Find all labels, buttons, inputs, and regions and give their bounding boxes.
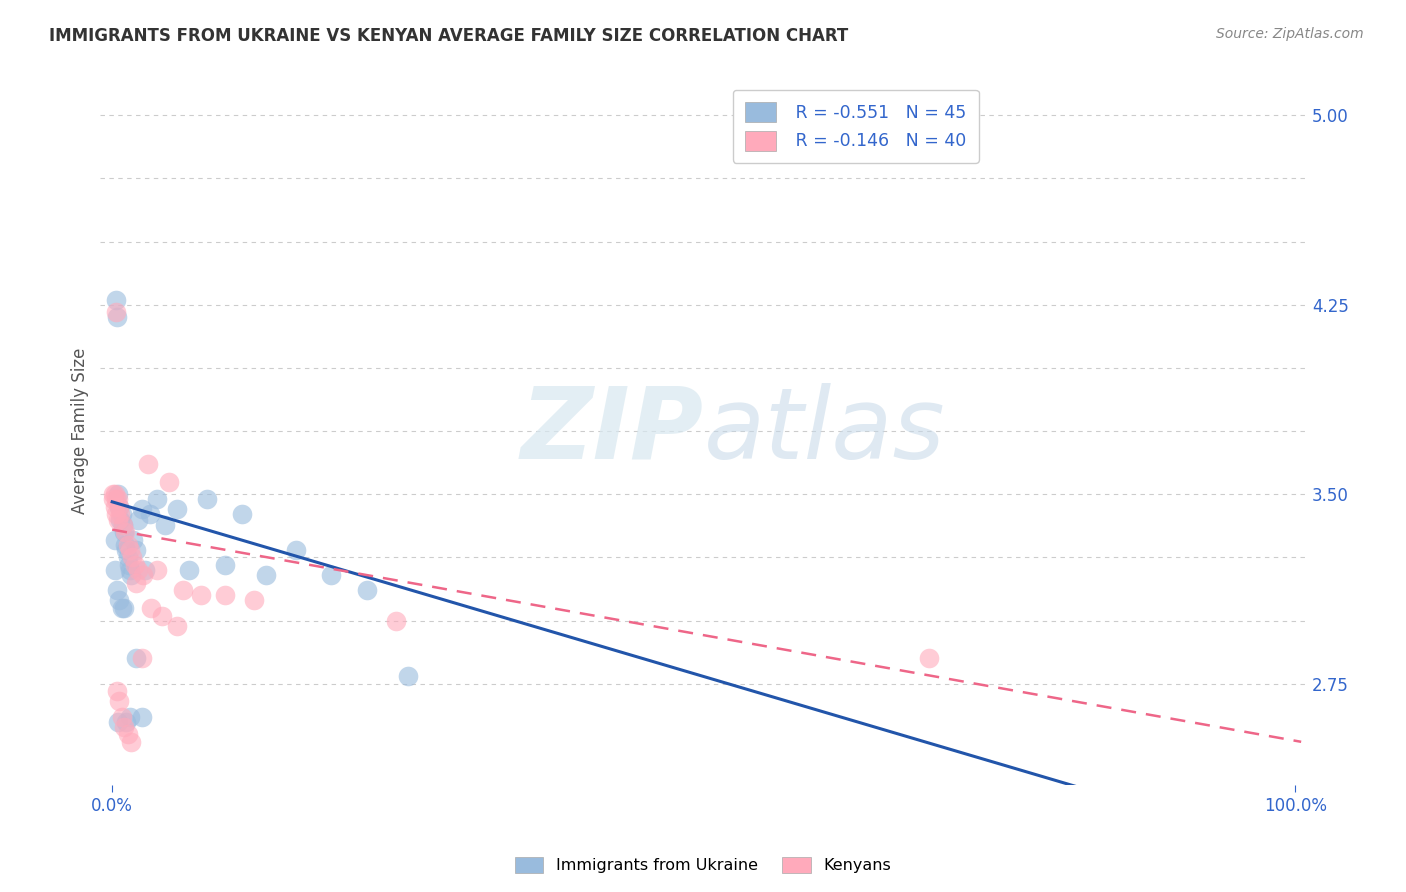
- Point: [105, 583, 128, 598]
- Point: [131, 502, 153, 516]
- Point: [1136, 821, 1159, 835]
- Point: [112, 525, 135, 540]
- Point: [131, 709, 153, 723]
- Point: [125, 651, 148, 665]
- Point: [132, 568, 155, 582]
- Point: [693, 821, 716, 835]
- Point: [107, 487, 129, 501]
- Point: [118, 542, 141, 557]
- Point: [103, 563, 125, 577]
- Point: [107, 866, 129, 880]
- Point: [134, 563, 156, 577]
- Point: [103, 492, 125, 507]
- Point: [917, 651, 939, 665]
- Point: [110, 508, 132, 522]
- Point: [214, 558, 236, 572]
- Point: [150, 608, 173, 623]
- Point: [105, 684, 128, 698]
- Point: [125, 575, 148, 590]
- Point: [118, 709, 141, 723]
- Point: [190, 588, 212, 602]
- Point: [146, 492, 169, 507]
- Point: [107, 492, 129, 507]
- Point: [115, 542, 138, 557]
- Point: [120, 568, 142, 582]
- Point: [177, 563, 200, 577]
- Point: [127, 512, 149, 526]
- Point: [120, 735, 142, 749]
- Point: [319, 568, 342, 582]
- Point: [146, 563, 169, 577]
- Point: [385, 614, 408, 628]
- Point: [139, 508, 162, 522]
- Point: [195, 492, 218, 507]
- Point: [108, 593, 131, 607]
- Point: [103, 500, 125, 514]
- Point: [103, 487, 125, 501]
- Y-axis label: Average Family Size: Average Family Size: [72, 348, 89, 515]
- Point: [104, 492, 127, 507]
- Point: [104, 293, 127, 307]
- Legend: Immigrants from Ukraine, Kenyans: Immigrants from Ukraine, Kenyans: [508, 850, 898, 880]
- Point: [118, 558, 141, 572]
- Point: [108, 500, 131, 514]
- Point: [166, 618, 188, 632]
- Point: [104, 305, 127, 319]
- Point: [117, 538, 139, 552]
- Legend:  R = -0.551   N = 45,  R = -0.146   N = 40: R = -0.551 N = 45, R = -0.146 N = 40: [733, 90, 979, 162]
- Point: [125, 542, 148, 557]
- Point: [111, 508, 134, 522]
- Point: [112, 720, 135, 734]
- Point: [108, 694, 131, 708]
- Point: [105, 310, 128, 325]
- Point: [111, 517, 134, 532]
- Point: [284, 542, 307, 557]
- Point: [107, 714, 129, 729]
- Point: [114, 538, 136, 552]
- Point: [127, 563, 149, 577]
- Text: ZIP: ZIP: [520, 383, 704, 480]
- Point: [108, 500, 131, 514]
- Point: [141, 601, 163, 615]
- Point: [124, 558, 146, 572]
- Point: [111, 709, 134, 723]
- Point: [356, 583, 378, 598]
- Point: [103, 487, 125, 501]
- Point: [115, 714, 138, 729]
- Point: [157, 475, 180, 489]
- Point: [110, 512, 132, 526]
- Point: [111, 601, 134, 615]
- Point: [117, 727, 139, 741]
- Point: [172, 583, 194, 598]
- Point: [214, 588, 236, 602]
- Point: [103, 533, 125, 547]
- Point: [117, 550, 139, 565]
- Point: [118, 563, 141, 577]
- Point: [166, 502, 188, 516]
- Text: IMMIGRANTS FROM UKRAINE VS KENYAN AVERAGE FAMILY SIZE CORRELATION CHART: IMMIGRANTS FROM UKRAINE VS KENYAN AVERAG…: [49, 27, 848, 45]
- Point: [121, 550, 143, 565]
- Point: [231, 508, 253, 522]
- Point: [111, 517, 134, 532]
- Point: [107, 512, 129, 526]
- Point: [131, 651, 153, 665]
- Point: [396, 669, 419, 683]
- Point: [243, 593, 266, 607]
- Point: [104, 508, 127, 522]
- Point: [155, 517, 177, 532]
- Point: [254, 568, 277, 582]
- Point: [114, 525, 136, 540]
- Point: [136, 457, 159, 471]
- Point: [122, 533, 145, 547]
- Text: Source: ZipAtlas.com: Source: ZipAtlas.com: [1216, 27, 1364, 41]
- Point: [112, 601, 135, 615]
- Text: atlas: atlas: [704, 383, 945, 480]
